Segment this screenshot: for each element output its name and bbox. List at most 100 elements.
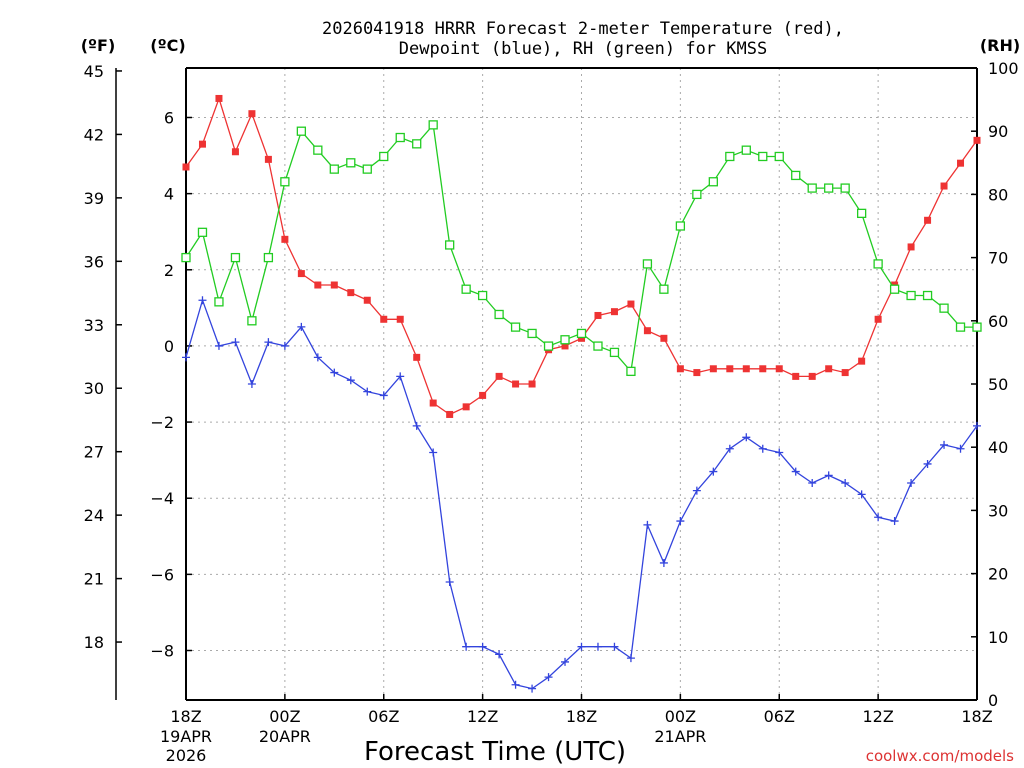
rh-point bbox=[593, 341, 603, 351]
celsius-tick-label: 4 bbox=[164, 185, 174, 204]
dewpoint-point bbox=[577, 642, 586, 651]
temperature-point bbox=[973, 136, 981, 144]
rh-point bbox=[230, 252, 241, 263]
rh-unit-label: (RH) bbox=[980, 36, 1020, 55]
temperature-point bbox=[429, 399, 437, 407]
dewpoint-point bbox=[429, 448, 438, 457]
dewpoint-point bbox=[940, 440, 949, 449]
rh-tick-label: 40 bbox=[988, 438, 1008, 457]
dewpoint-point bbox=[231, 338, 240, 347]
fahrenheit-tick-label: 30 bbox=[84, 379, 104, 398]
rh-point bbox=[791, 170, 801, 181]
fahrenheit-tick-label: 33 bbox=[84, 316, 104, 335]
temperature-point bbox=[627, 300, 635, 308]
dewpoint-point bbox=[462, 642, 471, 651]
dewpoint-point bbox=[561, 657, 570, 666]
fahrenheit-tick-label: 39 bbox=[84, 189, 104, 208]
rh-tick-label: 20 bbox=[988, 565, 1008, 584]
temperature-point bbox=[709, 365, 717, 373]
dewpoint-point bbox=[973, 421, 981, 430]
rh-tick-label: 30 bbox=[988, 501, 1008, 520]
temperature-point bbox=[808, 372, 816, 380]
rh-tick-label: 10 bbox=[988, 628, 1008, 647]
rh-point bbox=[906, 290, 916, 301]
temperature-point bbox=[512, 380, 520, 388]
dewpoint-point bbox=[874, 513, 883, 522]
rh-point bbox=[527, 328, 537, 339]
dewpoint-point bbox=[214, 341, 223, 350]
fahrenheit-tick-label: 18 bbox=[84, 633, 104, 652]
celsius-tick-label: −6 bbox=[150, 565, 174, 584]
time-tick-label: 00Z bbox=[269, 707, 300, 726]
celsius-unit-label: (ºC) bbox=[150, 36, 185, 55]
temperature-point bbox=[462, 403, 470, 411]
temperature-point bbox=[610, 308, 618, 316]
date-label: 19APR bbox=[160, 727, 212, 746]
rh-tick-label: 70 bbox=[988, 249, 1008, 268]
dewpoint-point bbox=[346, 376, 355, 385]
fahrenheit-tick-label: 27 bbox=[84, 443, 104, 462]
rh-point bbox=[840, 183, 850, 193]
temperature-point bbox=[479, 391, 487, 399]
time-tick-label: 18Z bbox=[170, 707, 201, 726]
rh-point bbox=[774, 151, 784, 162]
rh-point bbox=[329, 164, 339, 174]
celsius-tick-label: 6 bbox=[164, 108, 174, 127]
temperature-point bbox=[363, 296, 371, 304]
temperature-point bbox=[198, 140, 206, 148]
rh-point bbox=[675, 221, 686, 231]
rh-tick-label: 100 bbox=[988, 59, 1019, 78]
temperature-point bbox=[297, 270, 305, 278]
fahrenheit-unit-label: (ºF) bbox=[81, 36, 116, 55]
temperature-point bbox=[693, 369, 701, 377]
temperature-point bbox=[264, 155, 272, 163]
dewpoint-point bbox=[396, 372, 405, 381]
temperature-point bbox=[825, 365, 833, 373]
x-axis-title: Forecast Time (UTC) bbox=[364, 737, 626, 767]
dewpoint-point bbox=[923, 459, 932, 468]
temperature-point bbox=[792, 372, 800, 380]
rh-point bbox=[412, 139, 422, 149]
rh-point bbox=[692, 189, 702, 200]
rh-point bbox=[972, 322, 982, 332]
temperature-point bbox=[759, 365, 767, 373]
rh-point bbox=[313, 145, 323, 155]
time-tick-label: 06Z bbox=[764, 707, 795, 726]
date-label: 20APR bbox=[259, 727, 311, 746]
rh-tick-label: 80 bbox=[988, 185, 1008, 204]
grid bbox=[186, 68, 977, 700]
dewpoint-point bbox=[643, 520, 652, 529]
rh-tick-label: 60 bbox=[988, 312, 1008, 331]
fahrenheit-tick-label: 45 bbox=[84, 62, 104, 81]
dewpoint-point bbox=[626, 654, 635, 663]
rh-point bbox=[346, 158, 356, 168]
temperature-point bbox=[528, 380, 536, 388]
dewpoint-point bbox=[659, 558, 668, 567]
dewpoint-point bbox=[593, 642, 602, 651]
dewpoint-point bbox=[956, 444, 965, 453]
dewpoint-point bbox=[412, 421, 421, 430]
dewpoint-point bbox=[775, 448, 784, 457]
dewpoint-point bbox=[511, 680, 520, 689]
rh-point bbox=[708, 177, 718, 187]
celsius-tick-label: 0 bbox=[164, 337, 174, 356]
time-tick-label: 12Z bbox=[862, 707, 893, 726]
dewpoint-point bbox=[742, 433, 751, 442]
rh-tick-label: 0 bbox=[988, 691, 998, 710]
rh-point bbox=[642, 259, 653, 269]
rh-point bbox=[626, 366, 636, 377]
rh-point bbox=[510, 322, 521, 332]
dewpoint-point bbox=[725, 444, 734, 453]
fahrenheit-tick-label: 21 bbox=[84, 570, 104, 589]
temperature-point bbox=[742, 365, 750, 373]
temperature-point bbox=[215, 94, 223, 102]
chart-title-line1: 2026041918 HRRR Forecast 2-meter Tempera… bbox=[322, 19, 844, 39]
rh-point bbox=[214, 297, 224, 307]
rh-point bbox=[873, 259, 883, 269]
rh-point bbox=[379, 151, 389, 162]
dewpoint-point bbox=[709, 467, 718, 476]
rh-point bbox=[445, 240, 455, 250]
rh-point bbox=[560, 335, 570, 345]
rh-point bbox=[955, 322, 966, 332]
